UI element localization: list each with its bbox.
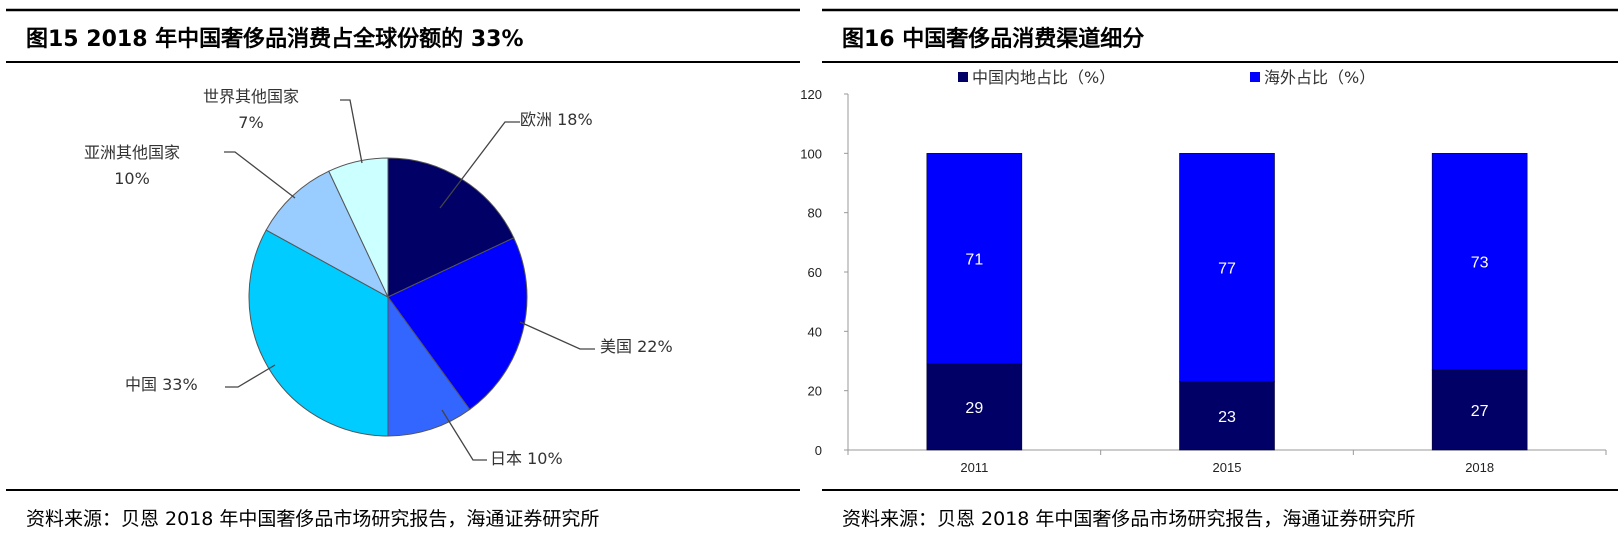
pie-slice: [328, 157, 389, 298]
bar-segment: [1431, 153, 1528, 371]
y-tick-label: 60: [808, 265, 822, 280]
pie-source: 资料来源：贝恩 2018 年中国奢侈品市场研究报告，海通证券研究所: [26, 508, 599, 530]
bar-segment: [1179, 153, 1275, 383]
legend-swatch: [1250, 72, 1260, 82]
pie-slice: [387, 295, 471, 437]
data-label: 71: [965, 252, 983, 269]
slice-label: 中国 33%: [125, 375, 198, 394]
data-label: 29: [965, 400, 983, 417]
y-tick-label: 0: [815, 443, 822, 458]
leader-line: [439, 121, 520, 209]
data-label: 23: [1218, 409, 1236, 426]
x-tick-label: 2015: [1213, 460, 1242, 475]
bar-segment: [1431, 369, 1528, 451]
bar-segment: [1179, 381, 1275, 451]
slice-value-label: 10%: [114, 169, 150, 188]
leader-line: [225, 364, 276, 388]
y-tick-label: 40: [808, 324, 822, 339]
leader-line: [340, 99, 363, 164]
bar-segment: [926, 363, 1023, 451]
y-tick-label: 120: [800, 87, 822, 102]
legend-swatch: [958, 72, 968, 82]
data-label: 73: [1471, 255, 1489, 272]
bar-segment: [926, 153, 1023, 365]
bar-source: 资料来源：贝恩 2018 年中国奢侈品市场研究报告，海通证券研究所: [842, 508, 1415, 530]
data-label: 27: [1471, 403, 1489, 420]
legend-label: 中国内地占比（%）: [972, 68, 1115, 87]
bar-title: 图16 中国奢侈品消费渠道细分: [842, 26, 1144, 52]
y-tick-label: 100: [800, 146, 822, 161]
x-tick-label: 2011: [960, 460, 988, 475]
y-tick-label: 80: [808, 206, 822, 221]
legend-label: 海外占比（%）: [1264, 68, 1375, 87]
pie-slice: [248, 229, 389, 437]
leader-line: [441, 409, 487, 461]
pie-slice: [387, 157, 515, 298]
y-tick-label: 20: [808, 384, 822, 399]
pie-panel: 图15 2018 年中国奢侈品消费占全球份额的 33% 欧洲 18% 美国 22%…: [6, 8, 800, 530]
slice-label: 亚洲其他国家: [84, 143, 180, 162]
pie-title: 图15 2018 年中国奢侈品消费占全球份额的 33%: [26, 26, 523, 52]
data-label: 77: [1218, 261, 1236, 278]
slice-label: 美国 22%: [600, 337, 673, 356]
slice-label: 日本 10%: [490, 449, 563, 468]
bar-chart: 0 20 40 60 80 100 120 2011 29 71 2015 23 77 2018 27 73 中…: [800, 68, 1607, 475]
x-tick-label: 2018: [1465, 460, 1494, 475]
bar-panel: 图16 中国奢侈品消费渠道细分 0 20 40 60 80 100 120 2011 29 71 2…: [800, 8, 1618, 530]
pie-chart: 欧洲 18% 美国 22% 日本 10% 中国 33% 亚洲其他国家 10% 世界其他国家 7…: [84, 87, 673, 468]
slice-label: 欧洲 18%: [520, 110, 593, 129]
slice-label: 世界其他国家: [203, 87, 299, 106]
slice-value-label: 7%: [238, 113, 263, 132]
pie-slice: [387, 237, 528, 411]
leader-line: [224, 151, 296, 199]
leader-line: [519, 321, 595, 350]
